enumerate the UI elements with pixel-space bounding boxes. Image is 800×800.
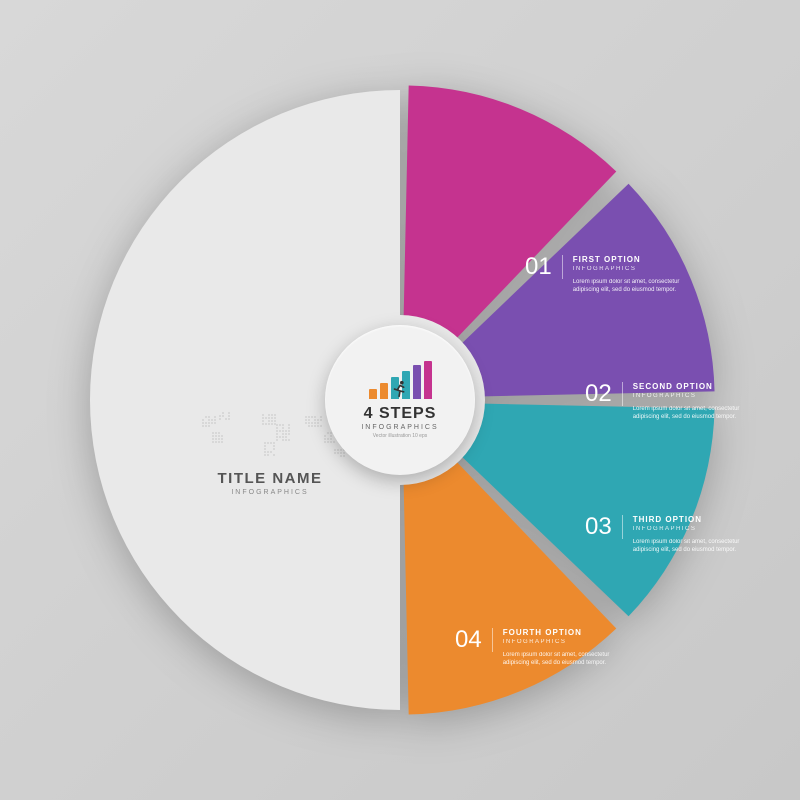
- center-bar: [424, 361, 432, 399]
- left-subtitle: INFOGRAPHICS: [200, 489, 340, 496]
- segment-number: 02: [585, 382, 623, 406]
- segment-body: Lorem ipsum dolor sit amet, consectetur …: [573, 278, 693, 295]
- center-tagline: Vector illustration 10 eps: [373, 433, 427, 439]
- center-bar: [369, 389, 377, 399]
- segment-label-2: 02 SECOND OPTIONINFOGRAPHICS Lorem ipsum d…: [585, 382, 765, 421]
- segment-number: 01: [525, 255, 563, 279]
- infographic-stage: TITLE NAME INFOGRAPHICS 4 STEPS INFOGRAP…: [80, 80, 720, 720]
- segment-subtitle: INFOGRAPHICS: [633, 393, 753, 399]
- center-hub: 4 STEPS INFOGRAPHICS Vector illustration…: [325, 325, 475, 475]
- center-bar: [413, 365, 421, 399]
- segment-title: FOURTH OPTION: [503, 628, 623, 638]
- left-title: TITLE NAME: [200, 470, 340, 487]
- segment-title: THIRD OPTION: [633, 515, 753, 525]
- runner-icon: [389, 379, 411, 401]
- center-subtitle: INFOGRAPHICS: [361, 424, 438, 431]
- segment-number: 04: [455, 628, 493, 652]
- segment-subtitle: INFOGRAPHICS: [503, 639, 623, 645]
- segment-title: SECOND OPTION: [633, 382, 753, 392]
- center-bars-icon: [369, 361, 432, 399]
- segment-label-3: 03 THIRD OPTIONINFOGRAPHICS Lorem ipsum do…: [585, 515, 765, 554]
- segment-subtitle: INFOGRAPHICS: [573, 266, 693, 272]
- segment-body: Lorem ipsum dolor sit amet, consectetur …: [633, 405, 753, 422]
- center-bar: [380, 383, 388, 399]
- center-title: 4 STEPS: [364, 405, 437, 423]
- segment-number: 03: [585, 515, 623, 539]
- segment-body: Lorem ipsum dolor sit amet, consectetur …: [633, 538, 753, 555]
- left-title-block: TITLE NAME INFOGRAPHICS: [200, 470, 340, 496]
- segment-label-4: 04 FOURTH OPTIONINFOGRAPHICS Lorem ipsum d…: [455, 628, 635, 667]
- segment-label-1: 01 FIRST OPTIONINFOGRAPHICS Lorem ipsum do…: [525, 255, 705, 294]
- segment-subtitle: INFOGRAPHICS: [633, 526, 753, 532]
- segment-title: FIRST OPTION: [573, 255, 693, 265]
- segment-body: Lorem ipsum dolor sit amet, consectetur …: [503, 651, 623, 668]
